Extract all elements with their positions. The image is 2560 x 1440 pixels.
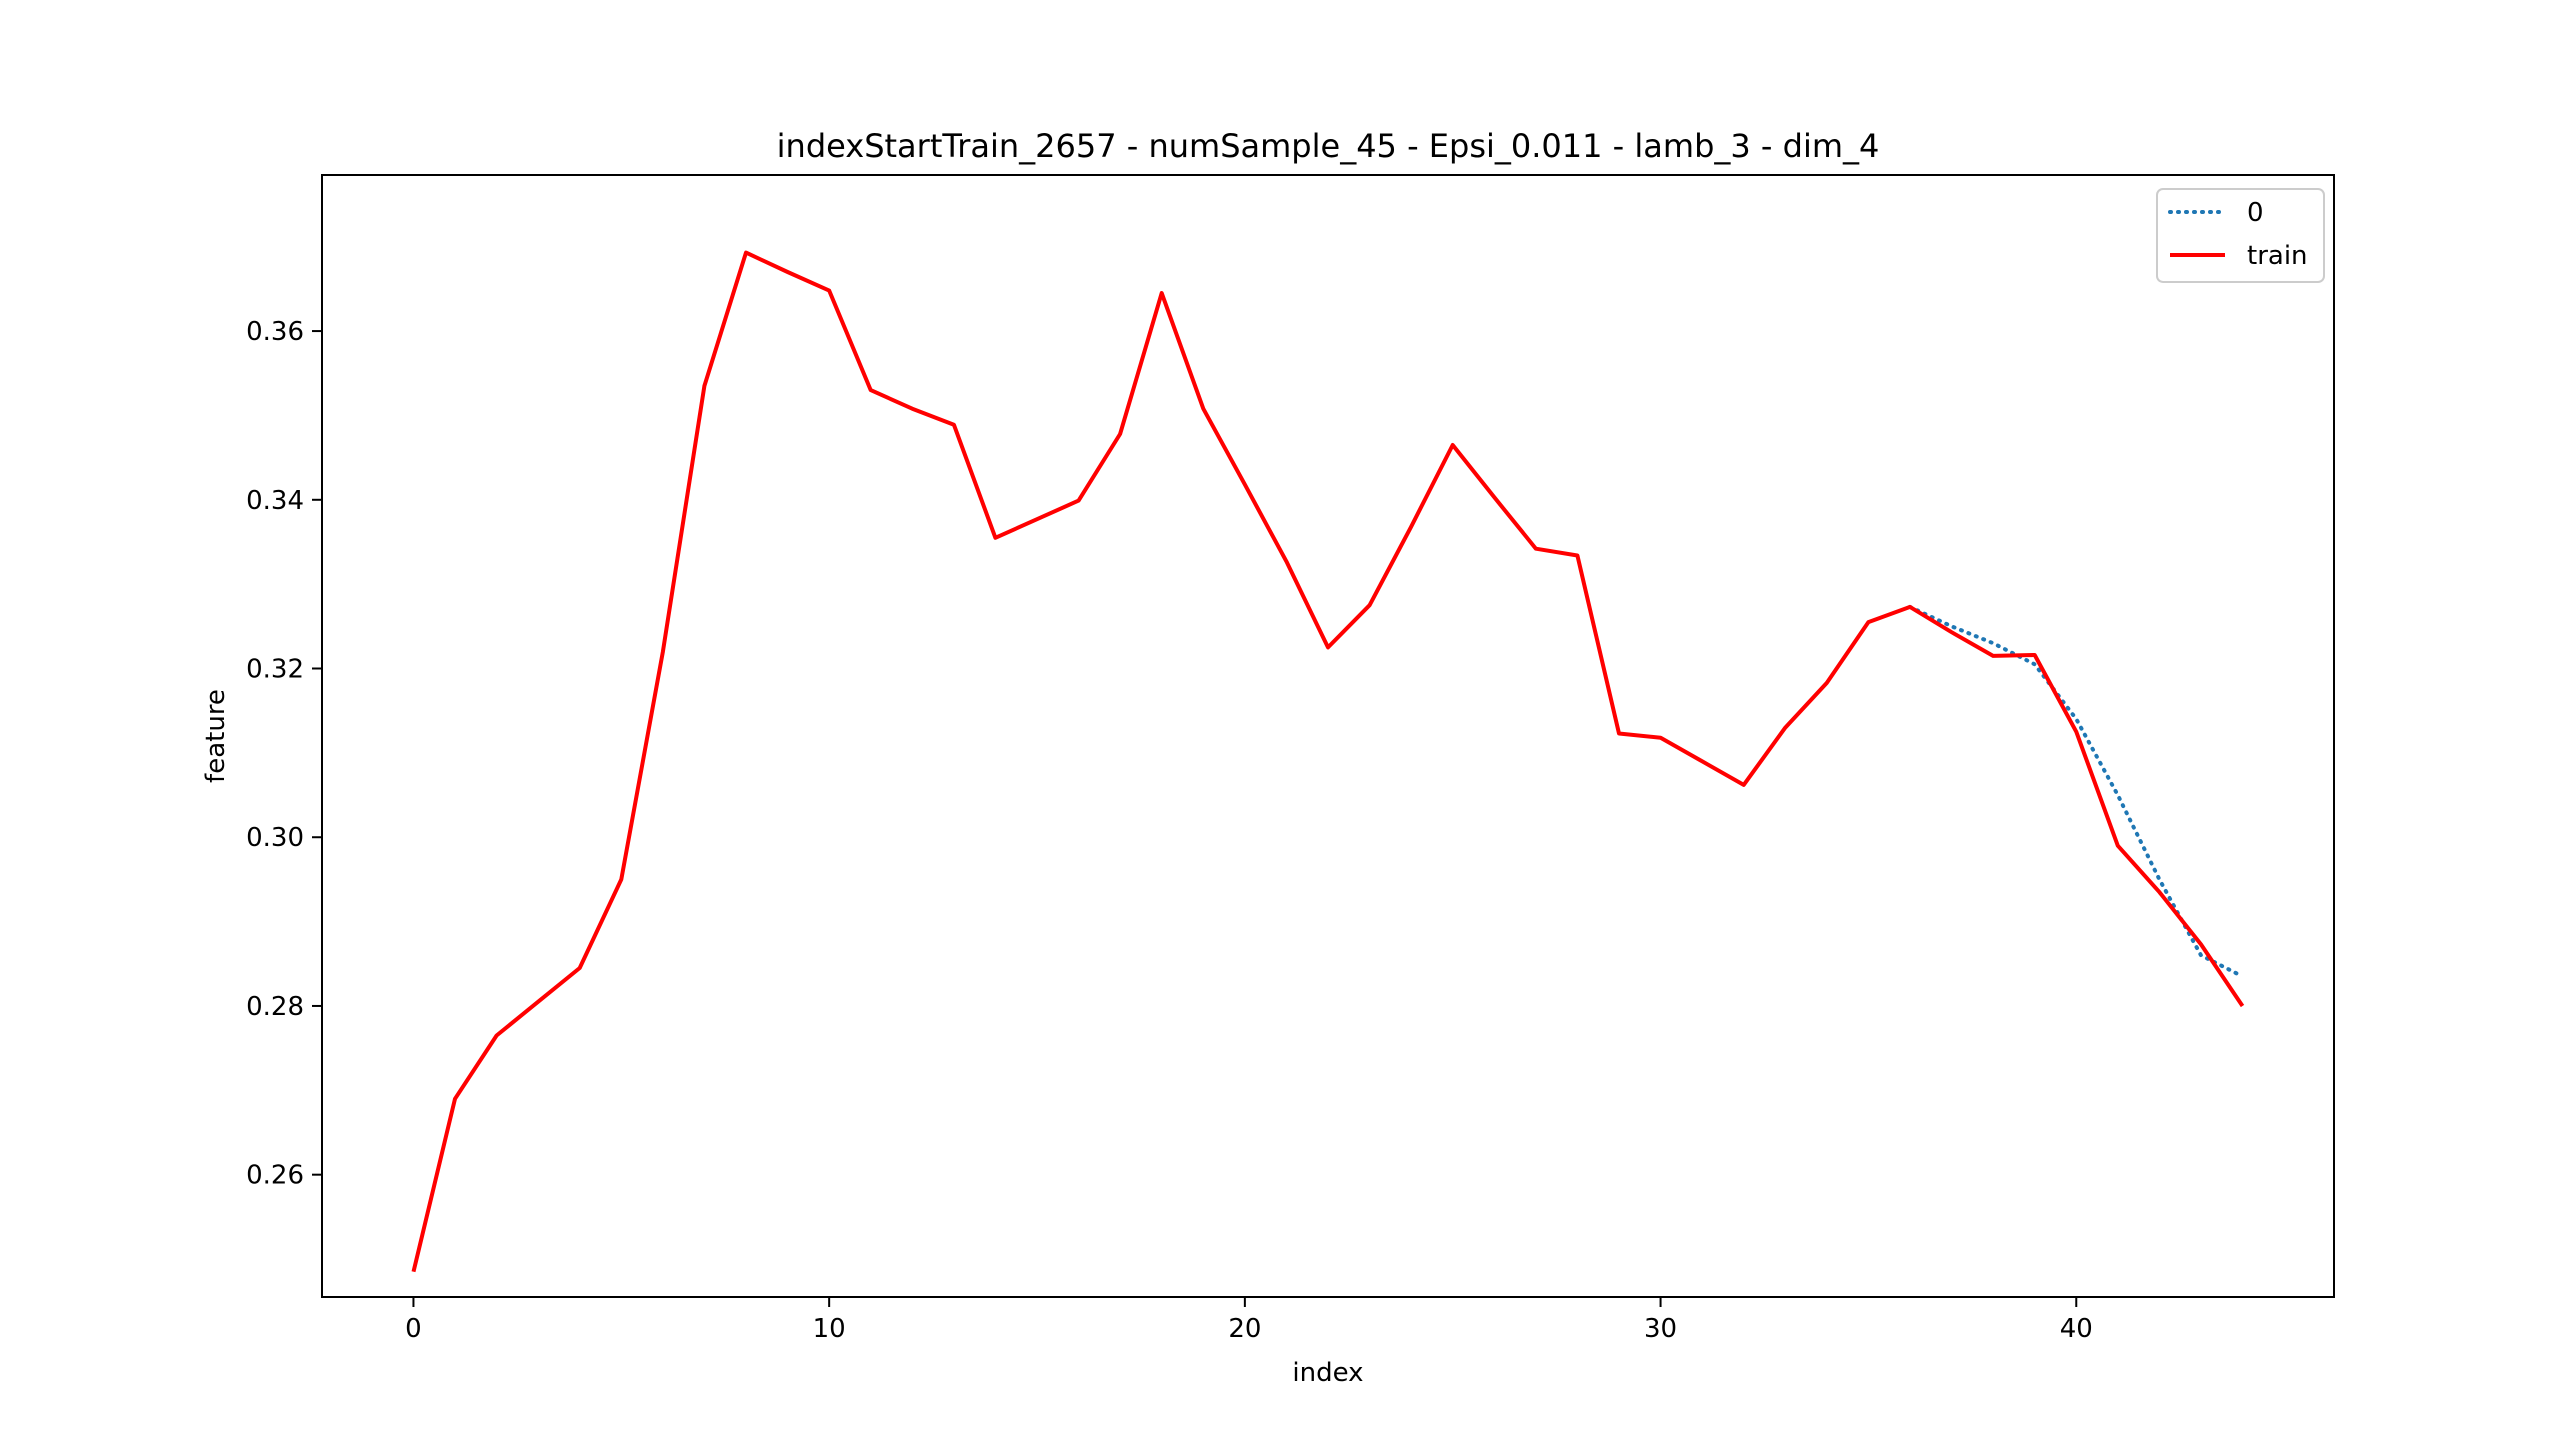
series-layer <box>411 250 2245 1273</box>
x-tick-label-0: 0 <box>405 1314 422 1344</box>
plot-frame <box>321 174 2335 1298</box>
x-tick-label-1: 10 <box>813 1314 846 1344</box>
chart-title: indexStartTrain_2657 - numSample_45 - Ep… <box>777 127 1880 165</box>
series-line-baseline <box>1908 604 2245 979</box>
series-line-train <box>411 250 2245 1273</box>
y-tick-label-5: 0.36 <box>246 317 304 347</box>
y-tick-label-0: 0.26 <box>246 1161 304 1191</box>
x-axis: 0 10 20 30 40 <box>405 1297 2093 1344</box>
legend-label-1: train <box>2247 241 2308 271</box>
y-tick-label-3: 0.32 <box>246 655 304 685</box>
y-tick-label-2: 0.30 <box>246 823 304 853</box>
y-axis-label: feature <box>201 689 231 783</box>
x-axis-label: index <box>1292 1358 1363 1388</box>
legend-box <box>2156 188 2325 283</box>
x-tick-label-2: 20 <box>1228 1314 1261 1344</box>
legend-label-0: 0 <box>2247 198 2264 228</box>
x-tick-label-4: 40 <box>2060 1314 2093 1344</box>
y-tick-label-4: 0.34 <box>246 486 304 516</box>
x-tick-label-3: 30 <box>1644 1314 1677 1344</box>
y-axis: 0.26 0.28 0.30 0.32 0.34 0.36 <box>246 317 322 1191</box>
y-tick-label-1: 0.28 <box>246 992 304 1022</box>
legend: 0 train <box>2156 188 2325 283</box>
